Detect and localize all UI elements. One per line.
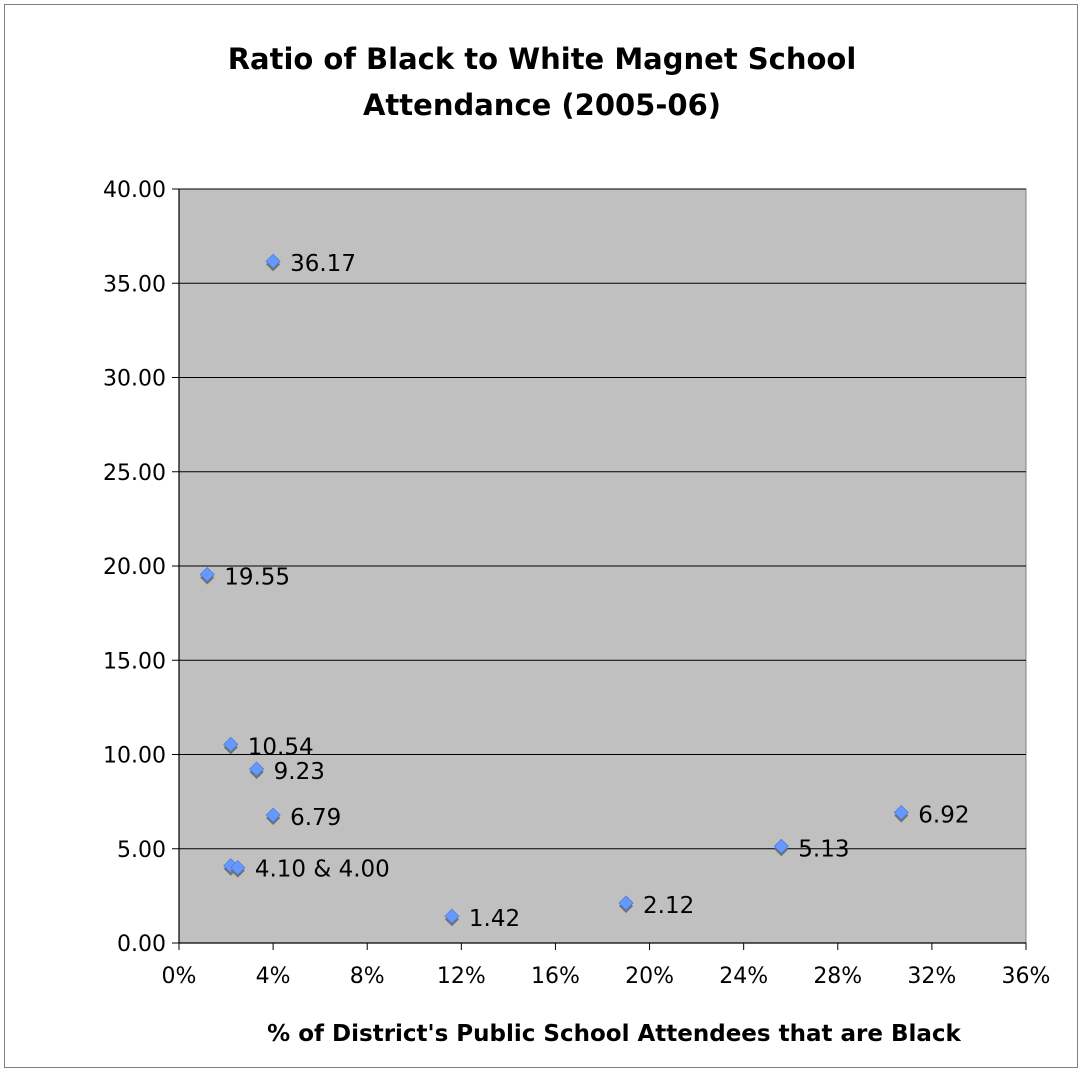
chart-title-line-2: Attendance (2005-06) [362,88,722,122]
x-tick-label: 20% [625,964,674,989]
y-tick-label: 35.00 [103,272,166,297]
data-point [223,736,239,752]
y-tick-label: 15.00 [103,649,166,674]
x-axis-title: % of District's Public School Attendees … [267,1021,961,1047]
y-tick-label: 5.00 [117,838,166,863]
data-label: 19.55 [224,564,290,590]
y-tick-label: 30.00 [103,367,166,392]
data-label: 2.12 [643,893,694,919]
data-point [773,838,789,854]
data-point [230,860,246,876]
x-tick-label: 8% [350,964,385,989]
data-label: 6.79 [290,805,341,831]
data-label: 4.10 & 4.00 [255,857,390,883]
data-label: 6.92 [918,803,969,829]
y-tick-label: 10.00 [103,744,166,769]
y-tick-label: 0.00 [117,932,166,957]
x-tick-label: 4% [256,964,291,989]
data-point [444,908,460,924]
x-tick-label: 28% [813,964,862,989]
x-tick-label: 12% [437,964,486,989]
y-tick-label: 25.00 [103,461,166,486]
data-label: 36.17 [290,251,356,277]
x-tick-label: 32% [907,964,956,989]
data-label: 10.54 [248,734,314,760]
data-point [893,804,909,821]
y-tick-label: 40.00 [103,178,166,203]
data-point [199,566,215,583]
y-tick-label: 20.00 [103,555,166,580]
data-point [265,807,281,823]
data-point [618,895,634,911]
x-tick-label: 0% [162,964,197,989]
data-point [249,761,265,777]
chart-title: Ratio of Black to White Magnet School At… [0,36,1084,128]
data-label: 5.13 [798,836,849,862]
data-point [265,253,281,269]
data-label: 1.42 [469,906,520,932]
data-label: 9.23 [274,759,325,785]
x-tick-label: 16% [531,964,580,989]
chart-title-line-1: Ratio of Black to White Magnet School [227,42,857,76]
x-tick-label: 36% [1002,964,1051,989]
x-tick-label: 24% [719,964,768,989]
